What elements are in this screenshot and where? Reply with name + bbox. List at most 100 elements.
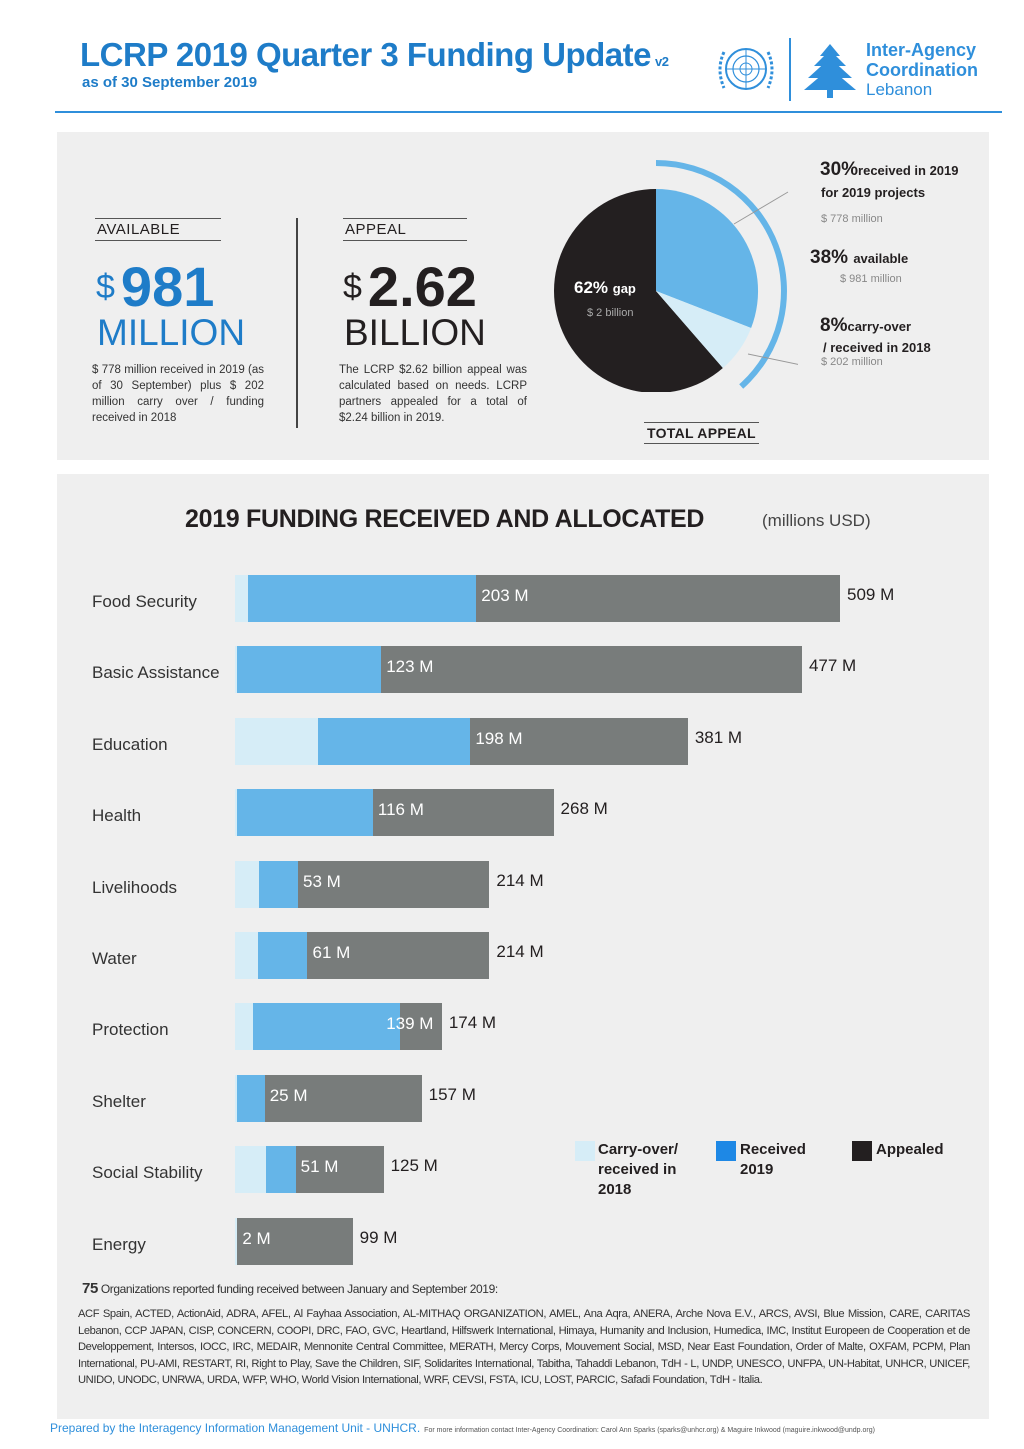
iac-line-2: Coordination xyxy=(866,60,978,80)
bar-carry-over xyxy=(235,575,249,622)
bar-received xyxy=(237,789,373,837)
bar-appealed-label: 509 M xyxy=(847,585,895,604)
appeal-description: The LCRP $2.62 billion appeal was calcul… xyxy=(339,364,527,424)
bar-appealed-label: 157 M xyxy=(428,1084,476,1104)
available-value: 981 xyxy=(120,255,215,318)
pie-received-text-1: received in 2019 xyxy=(858,163,959,178)
appeal-label: APPEAL xyxy=(343,218,467,241)
pie-available-word: available xyxy=(853,251,909,266)
sector-label: Food Security xyxy=(92,592,197,611)
legend-received-line-1: Received xyxy=(740,1141,806,1158)
pie-carry-label: 8%carry-over xyxy=(820,315,911,337)
bar-appealed-label: 214 M xyxy=(496,870,544,890)
bar-received xyxy=(237,646,382,694)
appeal-currency: $ xyxy=(343,268,362,306)
bar-appealed-label: 174 M xyxy=(448,1013,497,1033)
legend-carry-line-2: received in xyxy=(598,1161,677,1178)
summary-panel xyxy=(57,132,989,460)
bar-received-label: 139 M xyxy=(386,1014,434,1034)
bar-carry-over xyxy=(235,1217,238,1265)
bar-received-label: 116 M xyxy=(377,800,424,820)
legend-carry-line-1: Carry-over/ xyxy=(598,1141,679,1158)
pie-available-amount: $ 981 million xyxy=(840,273,902,285)
available-label: AVAILABLE xyxy=(95,218,221,241)
bar-received xyxy=(237,1074,265,1122)
pie-slice-gap xyxy=(554,189,723,392)
iac-line-1: Inter-Agency xyxy=(866,40,977,60)
bar-appealed-label: 268 M xyxy=(560,799,608,819)
pie-slice-received xyxy=(656,188,759,328)
cedar-tree-icon xyxy=(804,44,856,98)
bar-carry-over xyxy=(235,1074,238,1122)
legend-carry: Carry-over/ received in 2018 xyxy=(598,1140,678,1200)
bar-received xyxy=(257,932,308,979)
chart-panel xyxy=(57,474,989,1419)
orgs-count: 75 xyxy=(82,1280,98,1297)
bar-received-label: 53 M xyxy=(302,871,341,891)
bar-carry-over xyxy=(235,860,259,908)
footer: Prepared by the Interagency Information … xyxy=(50,1421,875,1435)
bar-appealed-label: 99 M xyxy=(359,1227,398,1247)
pie-carry-amount: $ 202 million xyxy=(821,356,883,368)
legend-swatch-carry xyxy=(575,1141,595,1161)
legend-received: Received 2019 xyxy=(740,1140,806,1180)
logo-divider xyxy=(789,38,791,101)
pie-available-label: 38% available xyxy=(810,247,908,269)
page-title-text: LCRP 2019 Quarter 3 Funding Update xyxy=(80,36,652,73)
pie-received-label: 30%received in 2019 xyxy=(820,159,959,181)
pie-gap-label: 62% gap xyxy=(574,278,636,298)
available-arc xyxy=(655,160,787,389)
appeal-unit: BILLION xyxy=(344,312,486,353)
chart-unit-label: (millions USD) xyxy=(762,511,871,530)
bar-received xyxy=(265,1146,296,1194)
received-leader-line xyxy=(733,191,789,225)
bar-received-label: 2 M xyxy=(242,1228,271,1248)
sector-label: Livelihoods xyxy=(92,877,178,897)
appeal-amount: $2.62 xyxy=(343,254,477,319)
bar-appealed-label: 125 M xyxy=(390,1156,438,1176)
footer-contact: For more information contact Inter-Agenc… xyxy=(424,1427,875,1434)
bar-received-label: 61 M xyxy=(312,943,351,962)
bar-received-label: 198 M xyxy=(475,728,523,748)
bar-received xyxy=(318,717,471,765)
page-title: LCRP 2019 Quarter 3 Funding Update v2 xyxy=(80,36,669,74)
header-rule xyxy=(55,111,1002,113)
sector-label: Health xyxy=(92,806,142,826)
carry-leader-line xyxy=(747,353,798,365)
footer-prepared: Prepared by the Interagency Information … xyxy=(50,1421,421,1435)
bar-received-label: 51 M xyxy=(300,1157,339,1177)
pie-carry-text-2: / received in 2018 xyxy=(823,340,931,355)
pie-received-text-2: for 2019 projects xyxy=(821,185,926,200)
bar-carry-over xyxy=(235,789,238,837)
bar-received-label: 25 M xyxy=(269,1085,308,1105)
orgs-list: ACF Spain, ACTED, ActionAid, ADRA, AFEL,… xyxy=(78,1308,970,1386)
available-description: $ 778 million received in 2019 (as of 30… xyxy=(92,364,264,424)
legend-appealed: Appealed xyxy=(876,1141,944,1158)
pie-available-pct: 38% xyxy=(810,247,849,268)
legend-carry-line-3: 2018 xyxy=(598,1181,632,1198)
sector-label: Education xyxy=(92,734,168,754)
pie-received-pct: 30% xyxy=(820,159,859,180)
available-amount: $981 xyxy=(96,254,214,319)
un-emblem-icon xyxy=(718,48,774,90)
iac-line-3: Lebanon xyxy=(866,80,933,99)
bar-carry-over xyxy=(235,717,319,765)
pie-gap-word: gap xyxy=(612,281,636,296)
bar-carry-over xyxy=(235,1146,266,1194)
bar-appealed-label: 214 M xyxy=(496,942,544,961)
bar-appealed xyxy=(235,1074,422,1122)
pie-slice-carry xyxy=(656,291,752,368)
bar-received-label: 203 M xyxy=(481,586,529,605)
chart-title: 2019 FUNDING RECEIVED AND ALLOCATED xyxy=(185,505,705,533)
pie-gap-amount: $ 2 billion xyxy=(587,307,634,319)
version-tag: v2 xyxy=(655,54,669,69)
bar-appealed-label: 477 M xyxy=(808,656,857,676)
pie-gap-pct: 62% xyxy=(574,278,609,297)
sector-label: Social Stability xyxy=(92,1163,203,1183)
total-appeal-caption: TOTAL APPEAL xyxy=(644,422,759,444)
orgs-summary: 75 Organizations reported funding receiv… xyxy=(82,1280,498,1297)
page-subtitle: as of 30 September 2019 xyxy=(82,74,258,91)
bar-received xyxy=(258,860,298,908)
bar-received xyxy=(252,1003,401,1051)
bar-carry-over xyxy=(235,932,258,979)
